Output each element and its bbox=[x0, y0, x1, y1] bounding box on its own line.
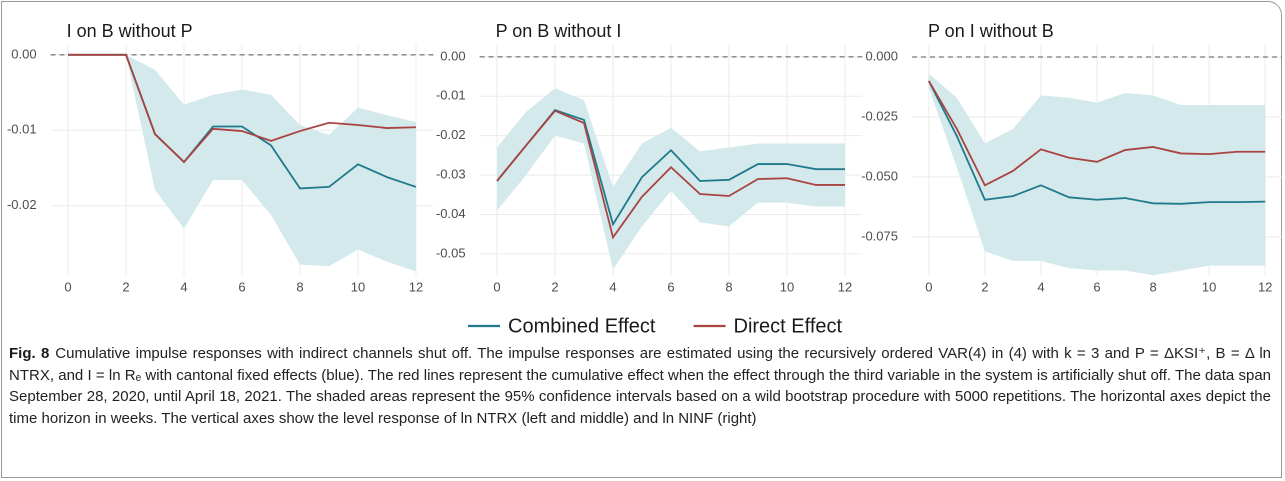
y-tick-label: 0.00 bbox=[11, 46, 36, 61]
x-tick-label: 12 bbox=[409, 279, 423, 294]
x-tick-label: 2 bbox=[122, 279, 129, 294]
y-tick-label: -0.04 bbox=[436, 206, 466, 221]
y-tick-label: -0.01 bbox=[7, 122, 37, 137]
confidence-band bbox=[68, 54, 416, 272]
x-tick-label: 4 bbox=[609, 279, 616, 294]
series-line bbox=[928, 80, 1266, 205]
chart-title: P on I without B bbox=[928, 21, 1054, 41]
x-tick-label: 0 bbox=[64, 279, 71, 294]
series-line bbox=[68, 53, 417, 164]
y-tick-label: -0.02 bbox=[436, 127, 466, 142]
y-tick-label: -0.050 bbox=[861, 168, 898, 183]
x-tick-label: 0 bbox=[925, 279, 932, 294]
chart-title: P on B without I bbox=[496, 21, 622, 41]
chart-title: I on B without P bbox=[67, 21, 193, 41]
x-tick-label: 12 bbox=[838, 279, 852, 294]
x-tick-label: 2 bbox=[551, 279, 558, 294]
y-tick-label: -0.01 bbox=[436, 88, 466, 103]
x-tick-label: 0 bbox=[493, 279, 500, 294]
x-tick-label: 6 bbox=[667, 279, 674, 294]
x-tick-label: 8 bbox=[296, 279, 303, 294]
x-tick-label: 6 bbox=[1093, 279, 1100, 294]
x-tick-label: 6 bbox=[238, 279, 245, 294]
x-tick-label: 4 bbox=[1037, 279, 1044, 294]
x-tick-label: 10 bbox=[351, 279, 365, 294]
series-line bbox=[496, 109, 845, 240]
caption-text: Cumulative impulse responses with indire… bbox=[9, 345, 1272, 427]
y-tick-label: -0.025 bbox=[861, 108, 898, 123]
x-tick-label: 10 bbox=[1202, 279, 1216, 294]
series-line bbox=[928, 80, 1266, 187]
confidence-band bbox=[928, 73, 1266, 276]
confidence-band bbox=[497, 88, 845, 270]
caption-label: Fig. 8 bbox=[9, 345, 50, 362]
x-tick-label: 4 bbox=[180, 279, 187, 294]
legend-label: Direct Effect bbox=[734, 315, 843, 337]
caption: Fig. 8 Cumulative impulse responses with … bbox=[9, 343, 1271, 429]
x-tick-label: 8 bbox=[1149, 279, 1156, 294]
y-tick-label: -0.02 bbox=[7, 197, 37, 212]
y-tick-label: -0.03 bbox=[436, 167, 466, 182]
y-tick-label: 0.000 bbox=[865, 48, 898, 63]
x-tick-label: 12 bbox=[1258, 279, 1272, 294]
y-tick-label: 0.00 bbox=[440, 48, 465, 63]
y-tick-label: -0.05 bbox=[436, 245, 466, 260]
legend-label: Combined Effect bbox=[508, 315, 656, 337]
x-tick-label: 10 bbox=[780, 279, 794, 294]
y-tick-label: -0.075 bbox=[861, 228, 898, 243]
charts: I on B without P 0 2 4 6 8 10 12 0.00 -0.01 -0.02 P… bbox=[7, 21, 1282, 337]
x-tick-label: 2 bbox=[981, 279, 988, 294]
x-tick-label: 8 bbox=[725, 279, 732, 294]
